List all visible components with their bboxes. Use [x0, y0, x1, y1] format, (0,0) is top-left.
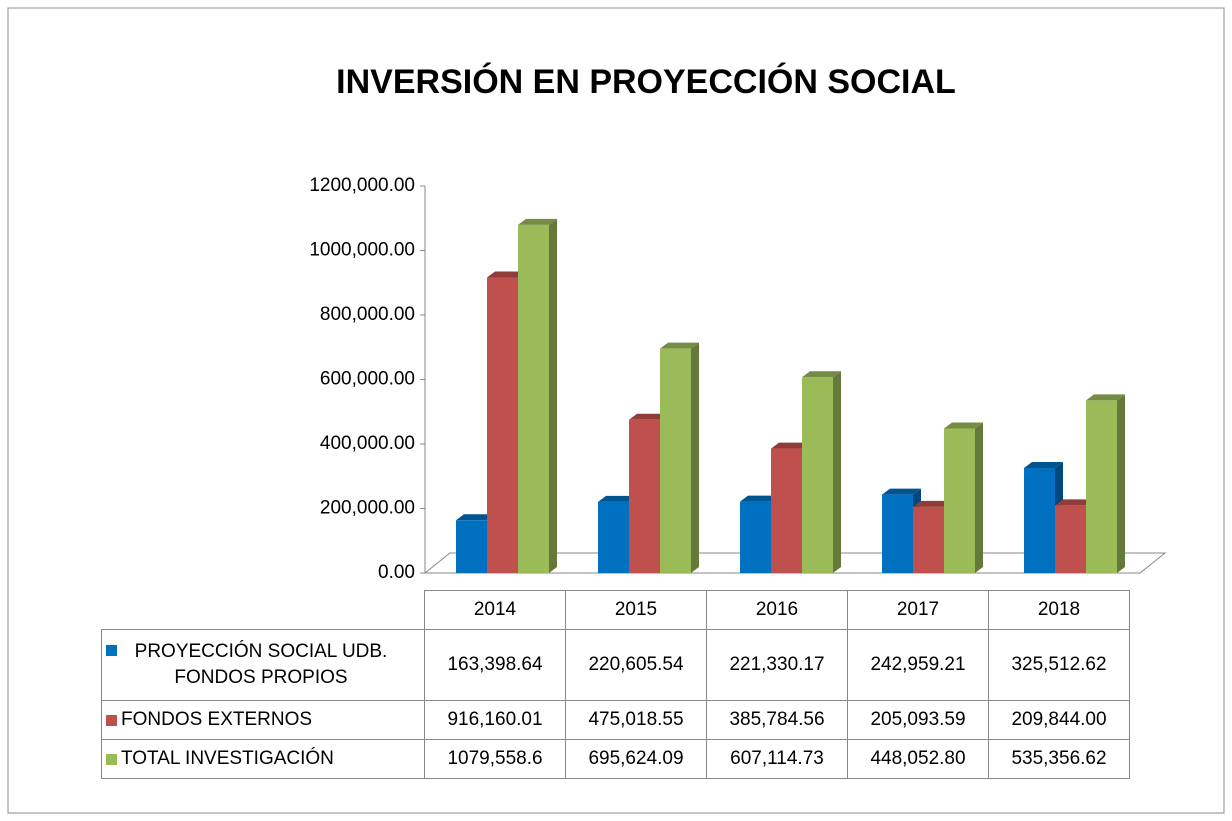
value-cell: 325,512.62: [988, 629, 1130, 701]
bar-front: [771, 448, 802, 573]
y-tick-label: 1200,000.00: [309, 175, 415, 196]
legend-label: FONDOS EXTERNOS: [121, 709, 313, 730]
legend-cell: PROYECCIÓN SOCIAL UDB. FONDOS PROPIOS: [101, 629, 425, 701]
category-label: 2015: [565, 590, 707, 630]
value-cell: 209,844.00: [988, 700, 1130, 740]
bar: [944, 422, 983, 573]
bar-top: [518, 218, 557, 225]
bar-top: [1086, 394, 1125, 401]
bar: [802, 371, 841, 573]
y-tick-label: 200,000.00: [320, 498, 415, 519]
bar-top: [1024, 462, 1063, 469]
series-row: FONDOS EXTERNOS 916,160.01 475,018.55 385,7…: [101, 700, 1130, 740]
bar-front: [456, 520, 487, 573]
value-cell: 916,160.01: [424, 700, 566, 740]
value-cell: 242,959.21: [847, 629, 989, 701]
bar-top: [740, 495, 779, 502]
category-label: 2017: [847, 590, 989, 630]
bar-front: [598, 501, 629, 573]
bar-top: [1055, 499, 1094, 506]
legend-label: TOTAL INVESTIGACIÓN: [121, 748, 334, 769]
category-label: 2014: [424, 590, 566, 630]
legend-entry: FONDOS EXTERNOS: [106, 709, 420, 731]
bar-top: [882, 488, 921, 495]
value-cell: 220,605.54: [565, 629, 707, 701]
legend-entry: PROYECCIÓN SOCIAL UDB. FONDOS PROPIOS: [106, 639, 420, 691]
legend-cell: FONDOS EXTERNOS: [101, 700, 425, 740]
bar-side: [975, 422, 983, 573]
y-tick-label: 400,000.00: [320, 433, 415, 454]
value-cell: 448,052.80: [847, 739, 989, 779]
value-cell: 385,784.56: [706, 700, 848, 740]
bar-top: [913, 500, 952, 507]
value-cell: 475,018.55: [565, 700, 707, 740]
bar-front: [660, 348, 691, 573]
bar-top: [660, 342, 699, 349]
y-tick-label: 1000,000.00: [309, 240, 415, 261]
bar: [1086, 394, 1125, 573]
value-cell: 607,114.73: [706, 739, 848, 779]
chart-title: INVERSIÓN EN PROYECCIÓN SOCIAL: [336, 63, 956, 101]
bar-side: [833, 371, 841, 573]
legend-label: PROYECCIÓN SOCIAL UDB. FONDOS PROPIOS: [134, 641, 388, 688]
bar-front: [802, 377, 833, 573]
bar-top: [456, 514, 495, 521]
bar-front: [518, 224, 549, 573]
bar-front: [1086, 400, 1117, 573]
bar-front: [1055, 505, 1086, 573]
bar: [518, 218, 557, 573]
bar-top: [944, 422, 983, 429]
category-label: 2018: [988, 590, 1130, 630]
y-tick-label: 600,000.00: [320, 369, 415, 390]
legend-cell: TOTAL INVESTIGACIÓN: [101, 739, 425, 779]
corner-cell: [102, 591, 425, 630]
y-tick-label: 0.00: [378, 562, 415, 583]
legend-entry: TOTAL INVESTIGACIÓN: [106, 748, 420, 770]
value-cell: 535,356.62: [988, 739, 1130, 779]
bar-front: [740, 501, 771, 573]
bar-top: [487, 271, 526, 278]
legend-swatch: [106, 754, 117, 765]
category-label: 2016: [706, 590, 848, 630]
bar-side: [1117, 394, 1125, 573]
value-cell: 1079,558.6: [424, 739, 566, 779]
value-cell: 163,398.64: [424, 629, 566, 701]
bar-side: [549, 218, 557, 573]
bar-side: [691, 342, 699, 573]
bar-front: [944, 428, 975, 573]
bar-front: [882, 494, 913, 573]
value-cell: 221,330.17: [706, 629, 848, 701]
value-cell: 205,093.59: [847, 700, 989, 740]
y-tick-label: 800,000.00: [320, 304, 415, 325]
series-row: PROYECCIÓN SOCIAL UDB. FONDOS PROPIOS 163…: [101, 629, 1130, 701]
bar-front: [629, 419, 660, 573]
series-row: TOTAL INVESTIGACIÓN 1079,558.6 695,624.09 6…: [101, 739, 1130, 779]
value-cell: 695,624.09: [565, 739, 707, 779]
bar-front: [913, 506, 944, 573]
legend-swatch: [106, 715, 117, 726]
bar-front: [487, 277, 518, 573]
bar-front: [1024, 468, 1055, 573]
bar: [660, 342, 699, 573]
header-row: 2014 2015 2016 2017 2018: [102, 590, 1130, 630]
bar-top: [598, 495, 637, 502]
bar-top: [629, 413, 668, 420]
data-table: 2014 2015 2016 2017 2018 PROYECCIÓN SOCIAL UD…: [101, 590, 1130, 779]
legend-swatch: [106, 645, 117, 656]
bar-top: [771, 442, 810, 449]
bar-top: [802, 371, 841, 378]
